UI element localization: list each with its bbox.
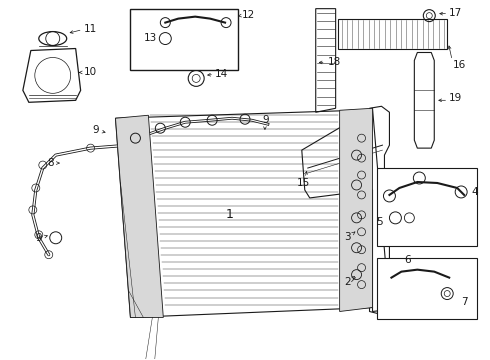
Text: 9: 9: [263, 115, 269, 125]
Text: 18: 18: [328, 58, 341, 67]
Polygon shape: [340, 108, 372, 311]
Text: 2: 2: [344, 276, 351, 287]
Text: 5: 5: [376, 217, 383, 227]
Text: 10: 10: [84, 67, 97, 77]
Bar: [338, 19, 447, 49]
Bar: [377, 258, 477, 319]
Text: 15: 15: [297, 178, 310, 188]
Text: 19: 19: [449, 93, 463, 103]
Text: 9: 9: [92, 125, 99, 135]
Text: 17: 17: [449, 8, 463, 18]
Text: 13: 13: [144, 32, 157, 42]
Text: 12: 12: [242, 10, 255, 20]
Text: 16: 16: [453, 60, 466, 71]
Bar: [130, 9, 238, 71]
Text: 7: 7: [461, 297, 468, 306]
Bar: [377, 168, 477, 246]
Text: 6: 6: [404, 255, 411, 265]
Text: 11: 11: [84, 24, 97, 33]
Text: 1: 1: [226, 208, 234, 221]
Text: 4: 4: [471, 187, 478, 197]
Text: 14: 14: [215, 69, 228, 80]
Text: 9: 9: [35, 233, 42, 243]
Text: 3: 3: [344, 232, 351, 242]
Text: 8: 8: [48, 158, 54, 168]
Polygon shape: [116, 115, 163, 318]
